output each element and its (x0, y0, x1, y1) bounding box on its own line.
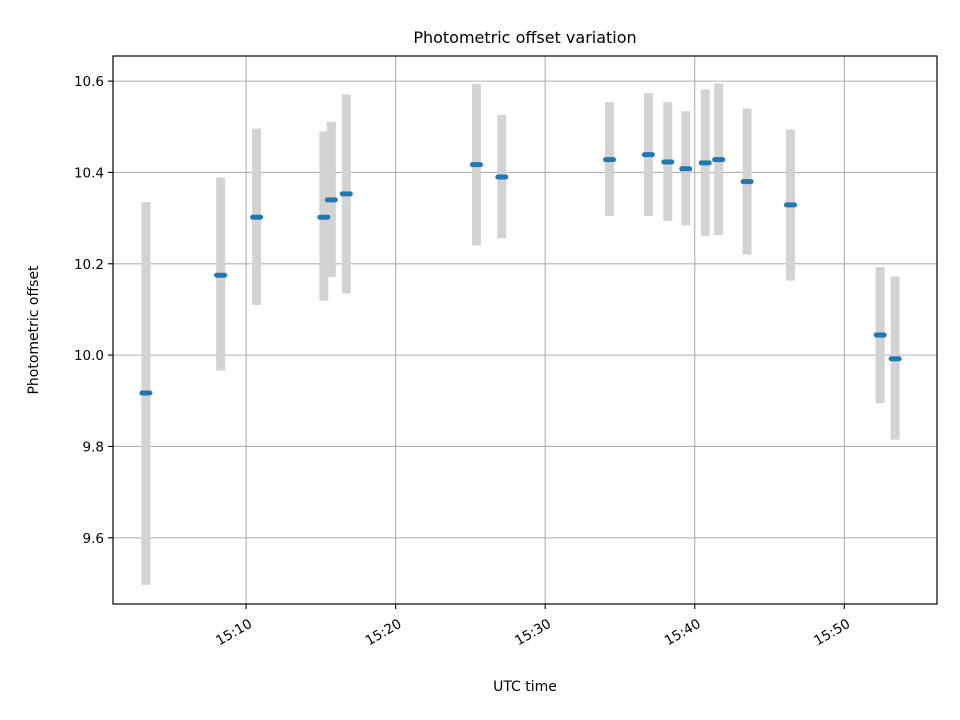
y-tick-label: 10.0 (74, 348, 104, 364)
error-bars (141, 83, 900, 585)
x-tick-label: 15:40 (662, 616, 704, 649)
x-tick-label: 15:10 (213, 616, 255, 649)
y-axis-label: Photometric offset (26, 265, 42, 395)
y-axis-ticks: 9.6 9.8 10.0 10.2 10.4 10.6 (74, 74, 113, 547)
x-tick-label: 15:20 (363, 616, 405, 649)
grid (113, 56, 937, 604)
y-tick-label: 9.6 (83, 531, 104, 547)
y-tick-label: 9.8 (83, 439, 104, 455)
y-tick-label: 10.4 (74, 165, 104, 181)
x-tick-label: 15:30 (512, 616, 554, 649)
y-tick-label: 10.2 (74, 257, 104, 273)
data-points (139, 152, 902, 396)
x-axis-label: UTC time (493, 679, 557, 695)
chart-title: Photometric offset variation (413, 28, 636, 47)
x-axis-ticks: 15:10 15:20 15:30 15:40 15:50 (213, 604, 853, 649)
x-tick-label: 15:50 (811, 616, 853, 649)
plot-frame (112, 55, 938, 605)
y-tick-label: 10.6 (74, 74, 104, 90)
